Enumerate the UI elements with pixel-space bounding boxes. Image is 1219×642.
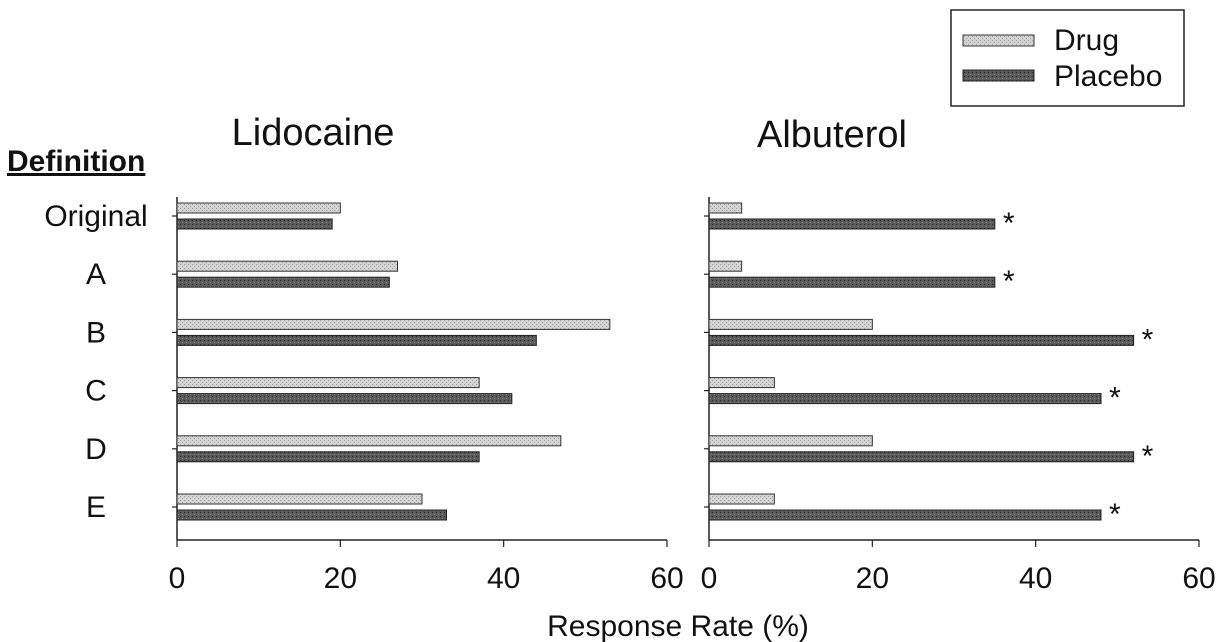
bar-drug-albuterol [708,377,775,389]
bar-placebo-lidocaine [176,334,537,346]
x-tick-label-albuterol: 40 [1019,562,1052,595]
significance-marker: * [1003,265,1015,298]
bar-drug-lidocaine [176,260,398,272]
significance-marker: * [1109,382,1121,415]
bar-placebo-albuterol [708,393,1102,405]
x-tick-label-albuterol: 0 [701,562,718,595]
bar-placebo-albuterol [708,276,996,288]
significance-marker: * [1142,323,1154,356]
significance-marker: * [1003,207,1015,240]
bar-placebo-albuterol [708,451,1135,463]
bar-drug-lidocaine [176,202,341,214]
panel-title-albuterol: Albuterol [757,114,907,156]
category-label: B [86,316,106,349]
legend: Drug Placebo [950,9,1185,107]
bar-placebo-lidocaine [176,276,390,288]
bar-placebo-lidocaine [176,218,333,230]
x-tick-label-lidocaine: 20 [324,562,357,595]
category-label: Original [44,200,147,233]
bar-drug-lidocaine [176,435,562,447]
legend-label-placebo: Placebo [1054,60,1162,93]
panel-title-lidocaine: Lidocaine [232,112,395,154]
x-tick-label-lidocaine: 0 [169,562,186,595]
legend-swatch-drug [962,34,1035,47]
bar-drug-albuterol [708,260,743,272]
legend-swatch-placebo [962,69,1035,82]
bar-drug-albuterol [708,435,873,447]
x-tick-label-albuterol: 20 [856,562,889,595]
bar-placebo-lidocaine [176,393,513,405]
category-header: Definition [7,145,145,178]
bar-placebo-albuterol [708,509,1102,521]
bar-placebo-lidocaine [176,451,480,463]
bar-placebo-lidocaine [176,509,447,521]
bar-placebo-albuterol [708,334,1135,346]
bar-drug-lidocaine [176,493,423,505]
legend-box [950,9,1185,107]
bar-drug-albuterol [708,493,775,505]
x-axis-label: Response Rate (%) [547,610,809,642]
x-tick-label-albuterol: 60 [1182,562,1215,595]
bar-placebo-albuterol [708,218,996,230]
bar-drug-lidocaine [176,377,480,389]
legend-label-drug: Drug [1054,24,1119,57]
x-tick-label-lidocaine: 40 [487,562,520,595]
significance-marker: * [1109,498,1121,531]
category-label: C [85,375,107,408]
bar-drug-albuterol [708,202,743,214]
category-label: D [85,433,107,466]
category-label: E [86,491,106,524]
bar-drug-albuterol [708,318,873,330]
x-tick-label-lidocaine: 60 [650,562,683,595]
category-label: A [86,258,106,291]
bar-drug-lidocaine [176,318,611,330]
significance-marker: * [1142,440,1154,473]
